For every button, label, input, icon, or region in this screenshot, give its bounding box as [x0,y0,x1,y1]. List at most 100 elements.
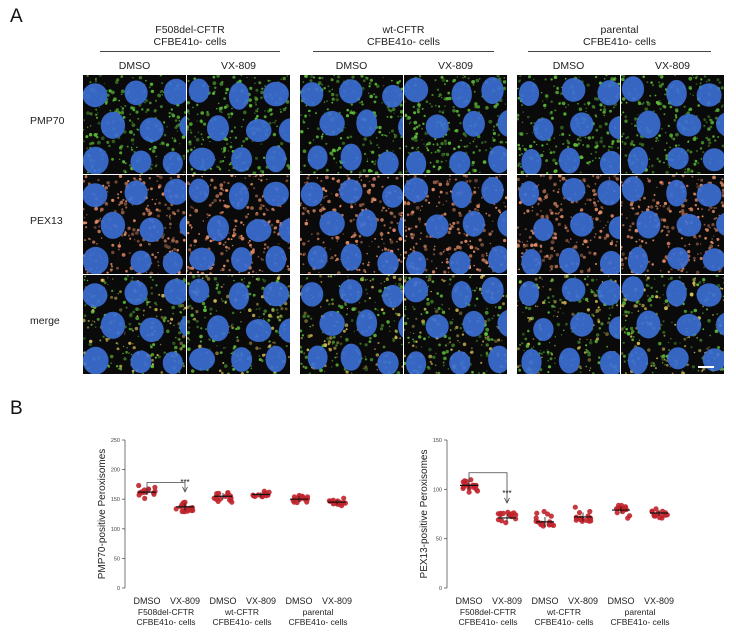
category-label: DMSO [532,596,559,606]
data-point [550,522,557,528]
data-point [500,510,506,516]
treatment-label: VX-809 [220,60,257,72]
panel-a-label: A [10,6,23,27]
data-point [261,488,267,494]
data-point [579,516,585,522]
data-point [507,512,513,518]
group-divider-line [313,51,494,52]
data-point [468,477,474,483]
data-point [534,510,540,516]
row-label: PMP70 [30,115,65,127]
group-divider-line [528,51,711,52]
y-axis-label: PMP70-positive Peroxisomes [97,449,108,580]
data-point [541,508,547,515]
group-label: CFBE41o- cells [288,617,347,627]
micrograph-cell [83,175,186,274]
category-label: DMSO [286,596,313,606]
category-label: DMSO [210,596,237,606]
data-point [466,489,472,495]
y-tick-label: 100 [111,527,120,533]
group-label: CFBE41o- cells [212,617,271,627]
significance-label: *** [502,489,511,498]
category-label: DMSO [134,596,161,606]
data-point [659,515,665,521]
y-tick-label: 0 [117,586,120,592]
y-tick-label: 250 [111,438,120,444]
micrograph-cell [517,275,620,374]
micrograph-cell [404,75,507,174]
category-label: VX-809 [322,596,352,606]
category-label: VX-809 [492,596,522,606]
micrograph-cell [187,275,290,374]
y-axis-label: PEX13-positive Peroxisomes [419,450,430,579]
data-point [330,497,336,503]
group-label: CFBE41o- cells [534,617,593,627]
micrograph-cell [621,175,724,274]
micrograph-cell [83,75,186,174]
data-point [215,498,221,504]
micrograph-cell [404,175,507,274]
y-tick-label: 50 [114,556,120,562]
data-point [627,513,633,519]
data-point [136,492,142,498]
category-label: VX-809 [568,596,598,606]
group-label: wt-CFTR [546,607,581,617]
micrograph-cell [187,175,290,274]
group-title: wt-CFTR CFBE41o- cells [367,24,440,48]
category-label: VX-809 [246,596,276,606]
micrograph-cell [300,275,403,374]
data-point [250,492,256,498]
y-tick-label: 150 [433,438,442,444]
data-point [227,497,233,503]
comparison-arrowhead [504,497,510,504]
category-label: DMSO [608,596,635,606]
scale-bar [698,366,714,368]
y-tick-label: 200 [111,468,120,474]
y-tick-label: 0 [439,586,442,592]
data-point [136,482,142,489]
row-label: PEX13 [30,215,63,227]
data-point [533,515,539,521]
group-label: parental [625,607,656,617]
comparison-arrowhead [182,486,188,493]
group-label: F508del-CFTR [138,607,194,617]
category-label: VX-809 [644,596,674,606]
data-point [173,506,179,512]
data-point [185,506,191,513]
micrograph-cell [187,75,290,174]
row-label: merge [30,315,60,327]
data-point [538,522,544,528]
data-point [587,508,593,515]
data-point [152,484,158,490]
data-point [651,513,657,519]
group-title: parental CFBE41o- cells [583,24,656,48]
group-label: parental [303,607,334,617]
group-title: F508del-CFTR CFBE41o- cells [153,24,227,48]
data-point [614,510,620,516]
micrograph-cell [300,75,403,174]
category-label: VX-809 [170,596,200,606]
panel-b-label: B [10,398,23,419]
treatment-label: DMSO [118,60,151,72]
data-point [499,518,505,524]
group-label: CFBE41o- cells [458,617,517,627]
data-point [463,478,469,484]
micrograph-cell [621,75,724,174]
treatment-label: DMSO [335,60,368,72]
y-tick-label: 50 [436,537,442,543]
comparison-bracket [146,482,186,493]
treatment-label: VX-809 [654,60,691,72]
y-tick-label: 100 [433,487,442,493]
significance-label: *** [180,478,189,487]
micrograph-cell [621,275,724,374]
data-point [474,488,481,494]
group-label: wt-CFTR [224,607,259,617]
data-point [616,502,622,508]
data-point [294,499,300,506]
data-point [513,516,519,522]
data-point [189,505,195,511]
group-label: CFBE41o- cells [610,617,669,627]
category-label: DMSO [456,596,483,606]
